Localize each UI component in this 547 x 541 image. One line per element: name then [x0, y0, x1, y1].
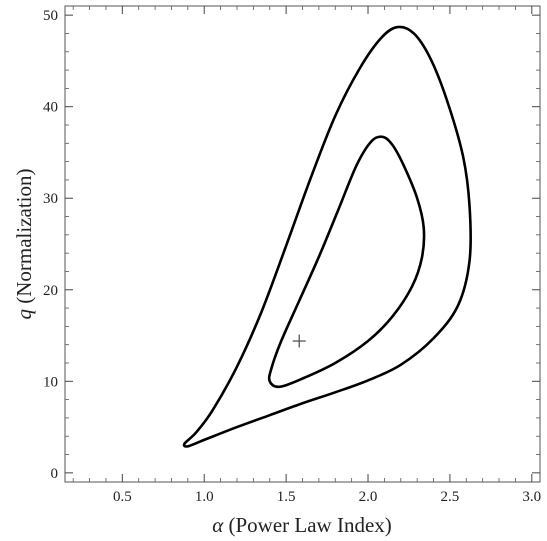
x-tick-label: 2.0 — [359, 489, 378, 505]
x-tick-labels: 0.5 1.0 1.5 2.0 2.5 3.0 — [113, 489, 541, 505]
x-tick-label: 1.0 — [195, 489, 214, 505]
y-tick-label: 50 — [43, 8, 58, 24]
x-tick-label: 3.0 — [522, 489, 541, 505]
plot-frame — [64, 5, 541, 483]
y-tick-label: 30 — [43, 191, 58, 207]
x-tick-label: 1.5 — [277, 489, 296, 505]
y-axis-label: q (Normalization) — [12, 168, 36, 319]
contour-line-1 — [182, 25, 472, 448]
y-tick-label: 10 — [43, 374, 58, 390]
y-axis-text: (Normalization) — [12, 168, 36, 309]
minor-ticks — [65, 6, 540, 482]
y-axis-symbol: q — [12, 309, 36, 320]
best-fit-marker — [292, 334, 306, 348]
contour-line-2 — [267, 135, 426, 389]
x-tick-label: 2.5 — [441, 489, 460, 505]
x-axis-symbol: α — [212, 513, 224, 537]
major-ticks — [65, 6, 540, 482]
contour-lines — [182, 25, 472, 448]
y-tick-label: 20 — [43, 283, 58, 299]
x-axis-text: (Power Law Index) — [223, 513, 392, 537]
y-tick-label: 0 — [51, 466, 59, 482]
y-tick-label: 40 — [43, 100, 58, 116]
y-tick-labels: 0 10 20 30 40 50 — [43, 8, 58, 482]
x-axis-label: α (Power Law Index) — [212, 513, 392, 537]
x-tick-label: 0.5 — [113, 489, 132, 505]
